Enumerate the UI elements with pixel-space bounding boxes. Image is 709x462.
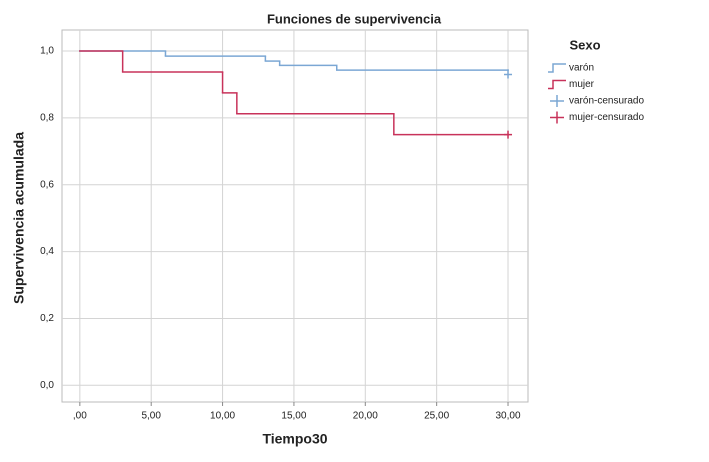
x-axis-label: Tiempo30 [262, 431, 327, 447]
legend-swatch [550, 111, 564, 124]
y-tick-label: 0,4 [40, 246, 54, 257]
legend-swatch [548, 63, 566, 73]
x-tick-label: 30,00 [496, 411, 521, 422]
legend-label: mujer-censurado [569, 112, 644, 123]
y-tick-label: 0,6 [40, 179, 54, 190]
x-tick-label: ,00 [73, 411, 87, 422]
legend-swatch [548, 79, 566, 90]
x-tick-label: 25,00 [424, 411, 449, 422]
y-axis-label: Supervivencia acumulada [11, 132, 27, 304]
legend-label: varón [569, 63, 594, 74]
censor-mark [504, 130, 513, 139]
legend-label: mujer [569, 79, 595, 90]
x-tick-label: 20,00 [353, 411, 378, 422]
legend-label: varón-censurado [569, 96, 644, 107]
plot-frame [61, 29, 529, 403]
y-tick-label: 0,8 [40, 113, 54, 124]
y-tick-label: 0,2 [40, 313, 54, 324]
censor-mark [504, 70, 513, 79]
chart-title: Funciones de supervivencia [267, 11, 442, 26]
legend-swatch [550, 95, 564, 107]
legend-title: Sexo [569, 37, 600, 52]
y-tick-label: 1,0 [40, 46, 54, 57]
x-tick-label: 10,00 [210, 411, 235, 422]
y-tick-label: 0,0 [40, 380, 54, 391]
x-tick-label: 15,00 [281, 411, 306, 422]
x-tick-label: 5,00 [141, 411, 161, 422]
